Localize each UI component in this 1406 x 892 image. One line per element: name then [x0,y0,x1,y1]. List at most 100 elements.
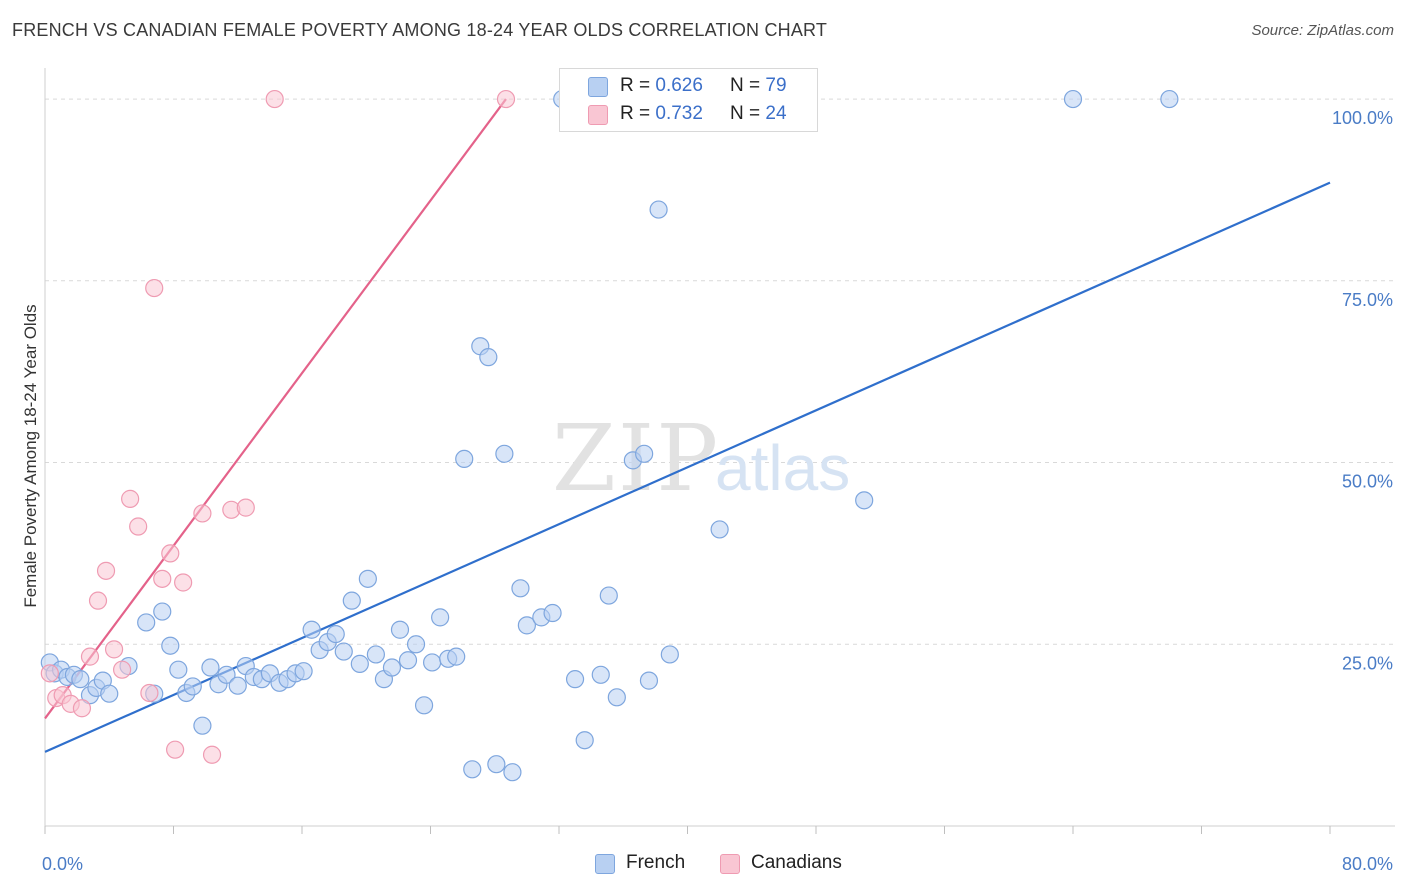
french-point [100,684,119,703]
canadian-point [96,561,116,580]
french-point [660,645,679,664]
french-point [326,624,345,644]
watermark-atlas: atlas [715,432,850,504]
x-tick-label: 80.0% [1342,854,1393,874]
french-point [511,579,530,598]
canadian-point [202,745,222,764]
chart-title: FRENCH VS CANADIAN FEMALE POVERTY AMONG … [12,20,828,40]
french-point [431,608,450,627]
canadian-point [80,647,100,666]
legend-n-canadians: N = 24 [730,103,787,125]
french-point [414,696,434,715]
watermark: ZIP atlas [552,405,850,512]
canadian-point [153,569,172,588]
legend-r-french: R = 0.626 [620,75,703,97]
canadian-point [174,573,193,592]
french-point [217,665,236,684]
legend-r-value: 0.626 [655,75,703,96]
canadian-point [161,544,180,563]
legend-n-label: N = [730,75,766,96]
canadian-trend-line [44,98,507,720]
french-points [40,89,1179,782]
bottom-legend-swatch-canadians [720,854,740,874]
french-point [575,731,594,750]
y-tick-label: 50.0% [1342,472,1393,492]
bottom-legend-swatch-french [595,854,615,874]
french-point [639,671,659,690]
french-point [487,755,506,774]
french-point [1063,89,1083,109]
french-point [455,449,474,469]
french-point [390,620,410,639]
trend-lines [44,98,1331,753]
french-point [517,616,536,635]
bottom-legend-french: French [626,852,686,873]
canadian-point [145,278,164,298]
french-point [302,620,321,639]
canadian-point [129,517,148,536]
french-point [599,586,618,605]
french-point [423,653,442,672]
french-point [463,760,482,779]
y-axis-label: Female Poverty Among 18-24 Year Olds [21,304,40,607]
french-point [71,670,90,689]
french-point [366,645,385,664]
series-legend: French Canadians [0,852,1406,878]
legend-swatch-french [588,77,608,97]
legend-r-value: 0.732 [655,103,703,124]
legend-swatch-canadians [588,105,608,125]
canadian-point [193,504,212,523]
french-point [710,520,729,539]
legend-n-label: N = [730,103,766,124]
canadian-point [140,683,159,703]
french-point [161,636,180,655]
french-point [479,348,498,367]
canadian-point [265,89,284,109]
french-point [382,658,402,677]
french-point [855,491,874,510]
x-tick-labels: 0.0% 80.0% [42,854,1393,874]
french-point [193,716,212,735]
legend-r-label: R = [620,103,656,124]
french-point [635,444,654,463]
y-tick-labels: 25.0% 50.0% 75.0% 100.0% [1332,108,1393,673]
french-point [447,647,466,666]
legend-n-value: 79 [765,75,787,96]
french-point [565,670,585,689]
canadian-points [40,89,516,764]
french-point [137,613,156,632]
axes [44,68,1395,834]
french-point [334,642,353,661]
legend-r-label: R = [620,75,656,96]
y-tick-label: 100.0% [1332,108,1393,128]
canadian-point [112,660,132,679]
x-tick-label: 0.0% [42,854,83,874]
stats-legend: R = 0.626 N = 79 R = 0.732 N = 24 [559,68,818,132]
french-point [503,763,522,782]
french-point [342,591,361,610]
french-point [169,660,188,679]
legend-n-value: 24 [765,103,787,124]
french-point [1160,89,1179,109]
canadian-point [104,640,124,659]
y-tick-label: 25.0% [1342,653,1393,673]
french-point [358,569,377,588]
french-point [406,635,426,654]
legend-n-french: N = 79 [730,75,787,97]
canadian-point [40,664,59,683]
french-point [495,444,514,463]
gridlines [45,98,1395,645]
canadian-point [121,489,140,508]
french-point [294,662,313,681]
french-point [183,677,202,696]
french-point [607,688,626,707]
french-point [398,651,418,670]
french-point [153,602,172,621]
y-tick-label: 75.0% [1342,290,1393,310]
bottom-legend-canadians: Canadians [751,852,842,873]
french-point [350,654,369,673]
french-trend-line [44,181,1331,753]
source-label: Source: ZipAtlas.com [1251,22,1394,39]
canadian-point [72,699,92,718]
